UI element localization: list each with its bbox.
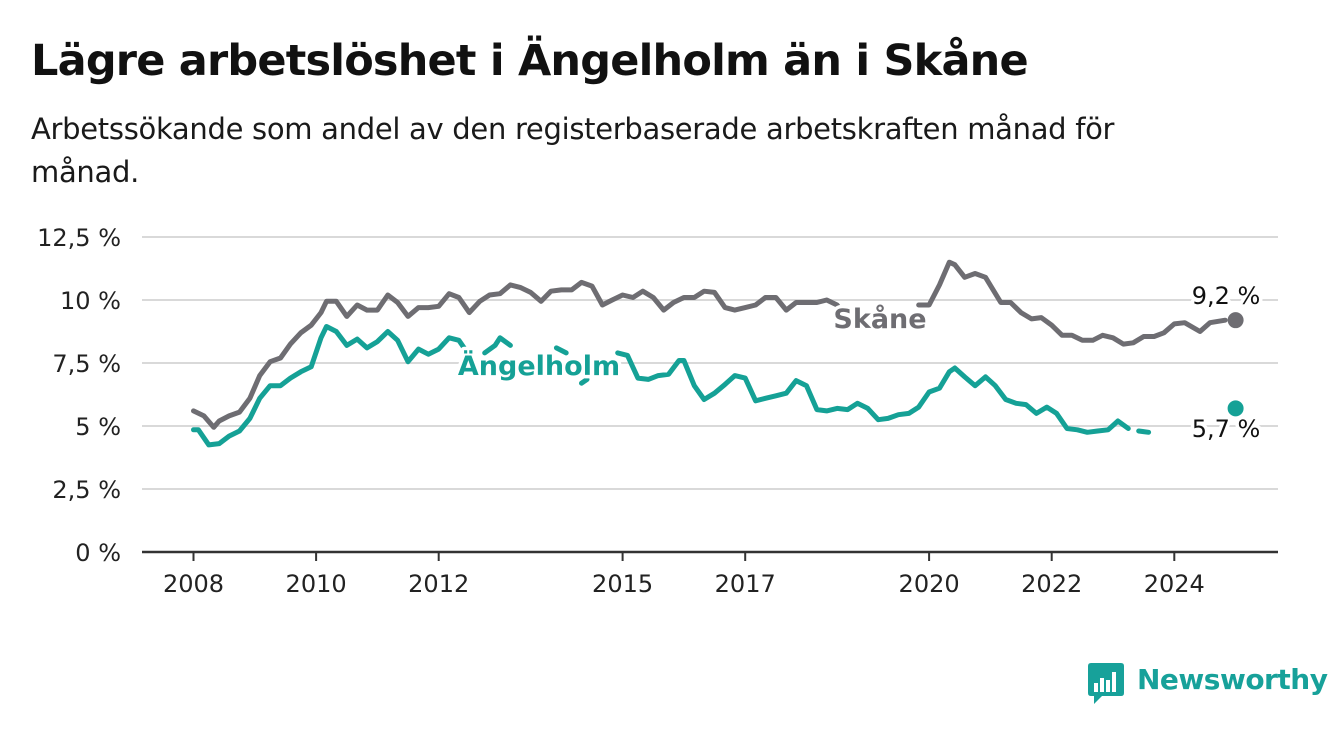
series-label-angelholm: Ängelholm (458, 350, 620, 382)
series-endpoint-skane (1227, 312, 1244, 329)
series-line-skane (916, 259, 1228, 347)
series-line-angelholm (553, 345, 569, 356)
y-tick-label: 0 % (75, 539, 121, 567)
x-tick-label: 2020 (899, 570, 960, 598)
chart-subtitle: Arbetssökande som andel av den registerb… (31, 112, 1115, 189)
y-tick-label: 10 % (60, 287, 121, 315)
series-line-angelholm (615, 350, 1131, 435)
series-line-angelholm (1136, 428, 1152, 435)
y-tick-label: 7,5 % (52, 350, 121, 378)
bar-chart-chat-icon (1088, 663, 1124, 704)
x-tick-label: 2024 (1144, 570, 1205, 598)
series-label-skane: Skåne (833, 303, 926, 335)
chart-title: Lägre arbetslöshet i Ängelholm än i Skån… (31, 36, 1029, 86)
series-line-skane (191, 279, 851, 430)
series-endpoint-angelholm (1227, 400, 1244, 417)
x-tick-label: 2017 (715, 570, 776, 598)
x-tick-label: 2010 (286, 570, 347, 598)
series-line-angelholm (579, 376, 590, 386)
y-tick-label: 2,5 % (52, 476, 121, 504)
y-tick-label: 5 % (75, 413, 121, 441)
series-line-angelholm (482, 335, 513, 356)
logo-text: Newsworthy (1137, 663, 1328, 696)
newsworthy-logo: Newsworthy (1088, 661, 1328, 705)
end-value-label-skane: 9,2 % (1192, 282, 1261, 310)
y-tick-label: 12,5 % (37, 224, 121, 252)
series-line-angelholm (191, 324, 472, 448)
x-tick-label: 2022 (1021, 570, 1082, 598)
x-tick-label: 2015 (592, 570, 653, 598)
end-value-label-angelholm: 5,7 % (1192, 415, 1261, 443)
x-tick-label: 2012 (408, 570, 469, 598)
x-tick-label: 2008 (163, 570, 224, 598)
